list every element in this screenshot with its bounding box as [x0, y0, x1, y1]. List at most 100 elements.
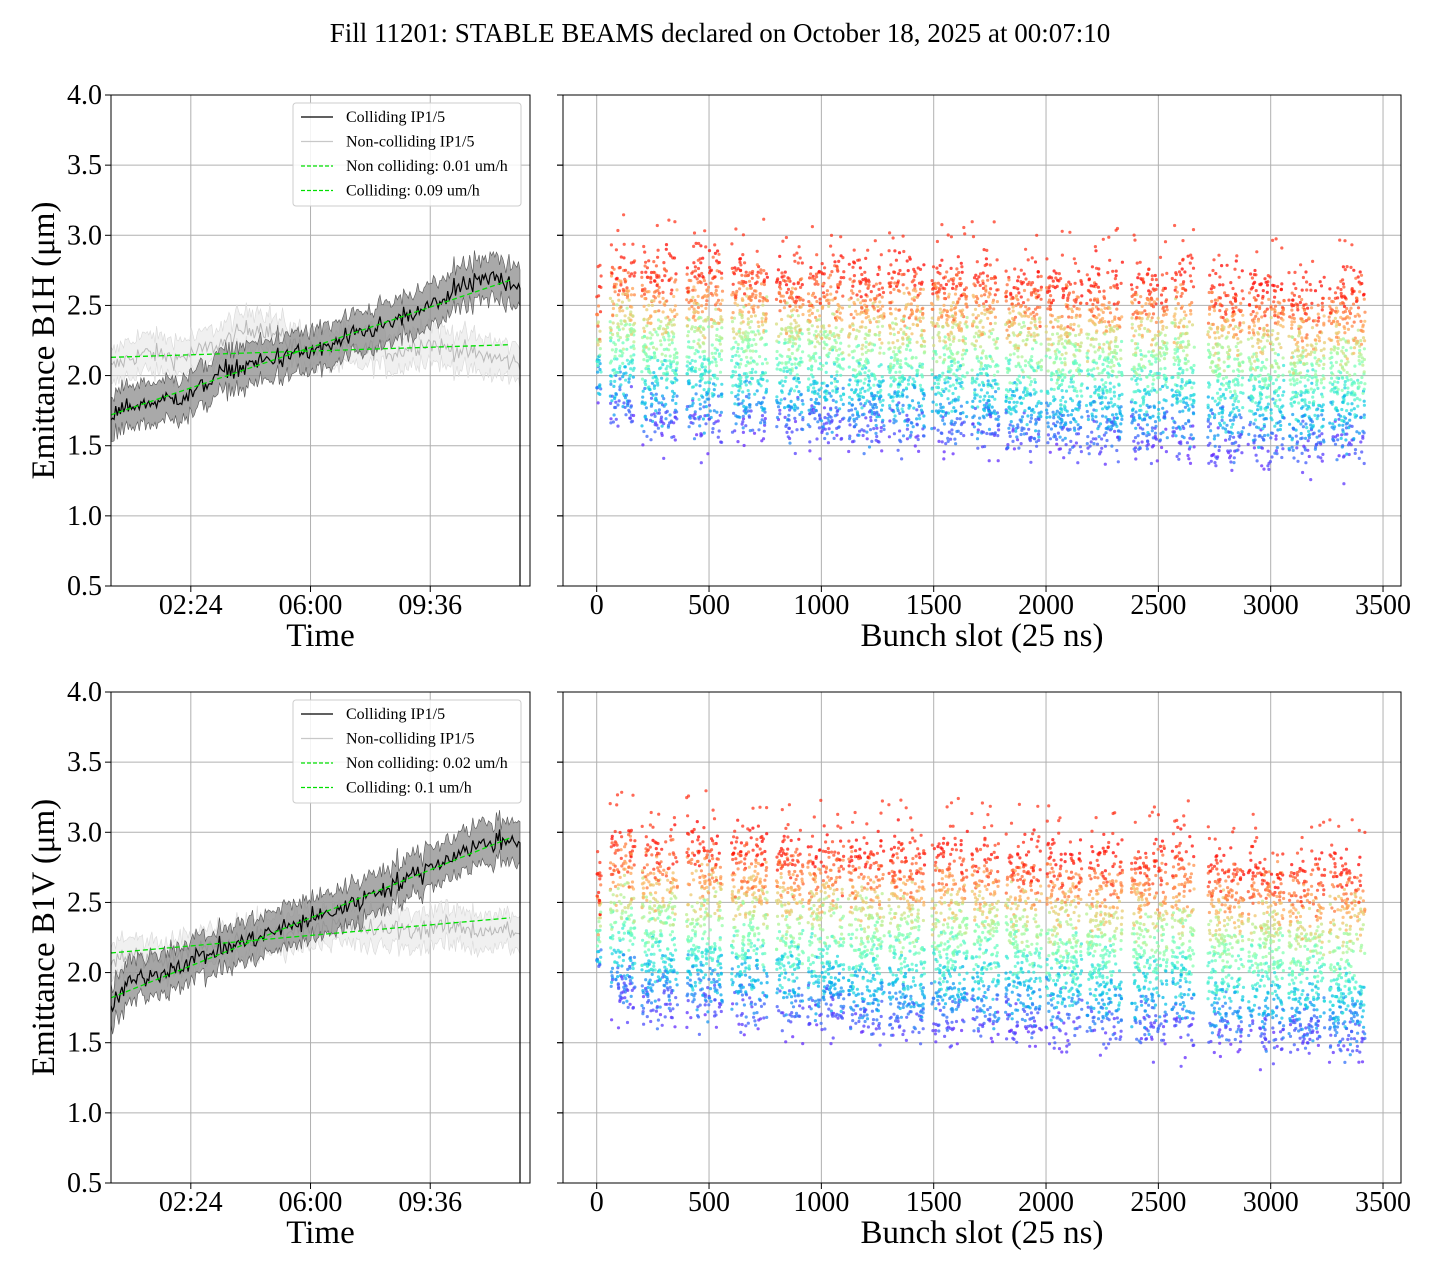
bunch-point [930, 316, 934, 320]
bunch-point [897, 349, 901, 353]
bunch-point [1055, 442, 1059, 446]
bunch-point [816, 325, 820, 329]
y-tick-label: 2.5 [67, 290, 102, 321]
bunch-point [825, 353, 829, 357]
bunch-point [632, 274, 636, 278]
bunch-point [940, 409, 944, 413]
bunch-point [874, 402, 878, 407]
bunch-point [755, 280, 759, 284]
bunch-point [618, 354, 622, 358]
bunch-point [1155, 283, 1160, 287]
bunch-point [991, 328, 995, 332]
bunch-point [948, 370, 952, 374]
bunch-point [989, 287, 993, 291]
bunch-point [888, 419, 892, 423]
bunch-point [915, 371, 920, 375]
bunch-point [957, 297, 961, 301]
bunch-point [793, 362, 797, 366]
bunch-point [709, 268, 714, 272]
bunch-point [1064, 422, 1068, 426]
bunch-point [876, 304, 880, 309]
bunch-point [1036, 275, 1040, 279]
bunch-point [972, 335, 977, 339]
bunch-point [916, 266, 920, 270]
bunch-point [817, 388, 821, 392]
bunch-point [627, 408, 631, 412]
bunch-point [812, 382, 816, 386]
bunch-point [866, 424, 870, 428]
bunch-point [1069, 439, 1073, 443]
bunch-point [736, 393, 740, 397]
bunch-point [877, 333, 881, 337]
bunch-point [1039, 368, 1043, 372]
bunch-point [649, 396, 654, 400]
bunch-point [668, 421, 672, 425]
bunch-point [1030, 359, 1034, 363]
bunch-point [647, 369, 651, 373]
bunch-point [609, 382, 613, 386]
bunch-point [1102, 433, 1106, 437]
bunch-point [1004, 295, 1009, 299]
bunch-point [982, 403, 987, 407]
bunch-point [1096, 285, 1100, 289]
bunch-point [685, 272, 689, 276]
bunch-point [1179, 273, 1183, 277]
bunch-point [715, 377, 720, 381]
bunch-point [598, 310, 603, 314]
bunch-point [775, 425, 779, 429]
bunch-point [734, 394, 738, 399]
bunch-point [609, 243, 614, 247]
bunch-point [910, 366, 914, 370]
bunch-point [876, 325, 880, 329]
bunch-point [853, 407, 858, 411]
bunch-point [828, 331, 832, 335]
bunch-point [811, 407, 815, 411]
bunch-point [758, 292, 762, 296]
bunch-point [1037, 435, 1041, 439]
bunch-point [1053, 286, 1057, 290]
bunch-point [1134, 410, 1138, 414]
bunch-point [1004, 399, 1008, 403]
bunch-point [660, 420, 664, 424]
bunch-point [599, 274, 603, 278]
bunch-point [654, 379, 658, 384]
bunch-point [878, 300, 882, 304]
bunch-point [1164, 427, 1168, 431]
bunch-point [1151, 349, 1155, 353]
bunch-point [946, 380, 950, 384]
bunch-point [857, 258, 862, 262]
bunch-point [1079, 341, 1083, 345]
bunch-point [671, 395, 675, 399]
bunch-point [615, 303, 619, 307]
bunch-point [852, 279, 856, 283]
bunch-point [621, 292, 625, 296]
bunch-point [792, 282, 796, 286]
bunch-point [611, 314, 615, 318]
bunch-point [820, 430, 824, 435]
bunch-point [950, 400, 954, 404]
bunch-point [978, 272, 983, 276]
bunch-point [808, 313, 812, 317]
bunch-point [993, 321, 997, 325]
bunch-point [613, 290, 617, 294]
bunch-point [632, 347, 636, 351]
bunch-point [972, 282, 976, 286]
bunch-point [662, 456, 666, 460]
bunch-point [863, 299, 868, 303]
bunch-point [619, 305, 623, 309]
bunch-point [617, 289, 622, 293]
bunch-point [794, 337, 798, 341]
bunch-point [908, 375, 912, 379]
bunch-point [668, 413, 672, 417]
bunch-point [857, 343, 861, 348]
bunch-point [1232, 456, 1236, 460]
bunch-point [741, 417, 746, 421]
bunch-point [742, 443, 746, 448]
bunch-point [889, 301, 893, 305]
bunch-point [1107, 346, 1111, 350]
bunch-point [920, 411, 924, 415]
bunch-point [794, 287, 798, 291]
bunch-point [1087, 372, 1091, 376]
bunch-point [616, 331, 620, 335]
bunch-point [1110, 444, 1114, 448]
